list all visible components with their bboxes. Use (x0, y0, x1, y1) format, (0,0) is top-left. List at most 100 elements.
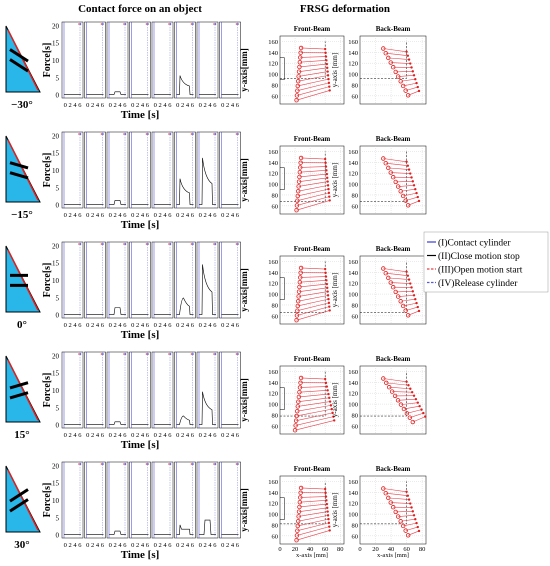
beam-joint (422, 411, 425, 415)
beam-joint (386, 165, 391, 171)
beam-joint (414, 77, 417, 81)
beam-joint (409, 172, 412, 175)
beam-joint (295, 523, 300, 529)
beam-joint (297, 284, 302, 290)
force-xtick: 0 2 4 6 (199, 322, 218, 329)
beam-joint (412, 514, 416, 517)
frsg-ytick: 160 (268, 39, 278, 46)
beam-joint (415, 191, 418, 195)
force-xtick: 0 2 4 6 (109, 322, 128, 329)
beam-joint (381, 156, 386, 161)
subplot-frame (129, 21, 151, 99)
beam-joint (398, 299, 403, 304)
marker-release (147, 463, 149, 465)
beam-link (299, 503, 327, 508)
beam-joint (327, 191, 331, 195)
beam-joint (295, 308, 300, 313)
beam-joint (325, 282, 329, 286)
marker-release (147, 133, 149, 135)
beam-link (383, 488, 407, 493)
force-xtick: 0 2 4 6 (109, 542, 128, 549)
force-subplot: 0 2 4 6 (174, 241, 196, 329)
beam-joint (403, 308, 408, 313)
beam-link (298, 75, 329, 82)
frsg-ylabel: y-axis [mm] (331, 493, 339, 527)
beam-joint (324, 165, 328, 168)
reference-box (360, 371, 407, 417)
marker-release (79, 353, 82, 355)
beam-joint (296, 74, 301, 79)
force-ylabel: Force[s] (42, 373, 53, 408)
beam-joint (298, 270, 303, 275)
beam-joint (326, 184, 330, 187)
frsg-ylabel: y-axis [mm] (331, 273, 339, 307)
triangle-edge-red (7, 359, 39, 421)
beam-joint (417, 309, 421, 313)
beam-joint (295, 193, 300, 199)
force-subplot: 0 2 4 6 (84, 21, 106, 109)
subplot-frame (151, 241, 174, 319)
force-subplot: 0 2 4 6 (219, 351, 241, 439)
frsg-ytick: 120 (348, 391, 358, 398)
subplot-frame (106, 351, 129, 429)
force-subplot: 0 2 4 6 (106, 131, 129, 219)
frsg-xtick: 80 (337, 546, 344, 553)
force-ylabel: Force[s] (42, 153, 53, 188)
frsg-ytick: 80 (352, 192, 359, 199)
beam-link (409, 412, 424, 418)
force-xtick: 0 2 4 6 (64, 322, 83, 329)
beam-joint (298, 55, 303, 60)
force-xtick: 0 2 4 6 (176, 102, 195, 109)
marker-release (79, 463, 82, 465)
marker-open (235, 353, 238, 355)
marker-release (192, 23, 194, 25)
frsg-ytick: 140 (348, 160, 358, 167)
beam-link (385, 52, 408, 56)
triangle-pictogram (5, 245, 41, 313)
force-subplot: 0 2 4 6 (151, 21, 174, 109)
beam-joint (325, 499, 328, 502)
beam-joint (296, 509, 302, 514)
frsg-ytick: 60 (352, 533, 359, 540)
force-ytick: 5 (56, 294, 60, 302)
beam-joint (393, 179, 398, 185)
marker-release (214, 353, 217, 355)
insert-bar (9, 48, 29, 63)
panel-title: Back-Beam (376, 465, 411, 473)
frsg-ytick: 80 (272, 412, 279, 419)
beam-link (392, 391, 413, 393)
force-xtick: 0 2 4 6 (86, 542, 105, 549)
beam-joint (326, 389, 329, 392)
force-ytick: 5 (56, 404, 60, 412)
subplot-frame (129, 351, 151, 429)
marker-open (190, 463, 193, 465)
beam-link (301, 267, 326, 270)
beam-link (296, 412, 333, 421)
frsg-ytick: 100 (268, 72, 278, 79)
beam-joint (296, 184, 301, 189)
force-subplot: 0 2 4 6 (61, 131, 84, 219)
marker-release (102, 243, 104, 245)
beam-joint (326, 66, 329, 70)
frsg-ytick: 100 (348, 72, 358, 79)
beam-joint (328, 309, 331, 312)
marker-release (102, 23, 104, 25)
beam-link (296, 408, 332, 417)
force-xtick: 0 2 4 6 (199, 542, 218, 549)
frsg-ytick: 80 (352, 412, 359, 419)
beam-link (385, 272, 408, 276)
beam-joint (325, 169, 328, 172)
subplot-frame (219, 21, 241, 99)
marker-release (237, 243, 239, 245)
marker-open (213, 23, 215, 25)
triangle-pictogram (5, 25, 41, 93)
frsg-ylabel: y-axis[mm] (239, 268, 249, 312)
force-subplot: 0 2 4 6 (106, 21, 129, 109)
frsg-ytick: 60 (352, 93, 359, 100)
beam-joint (383, 50, 388, 56)
beam-joint (324, 271, 327, 275)
force-subplot: 0 2 4 6 (151, 351, 174, 439)
marker-open (123, 463, 125, 465)
force-subplot: 0 2 4 6 (106, 241, 129, 329)
